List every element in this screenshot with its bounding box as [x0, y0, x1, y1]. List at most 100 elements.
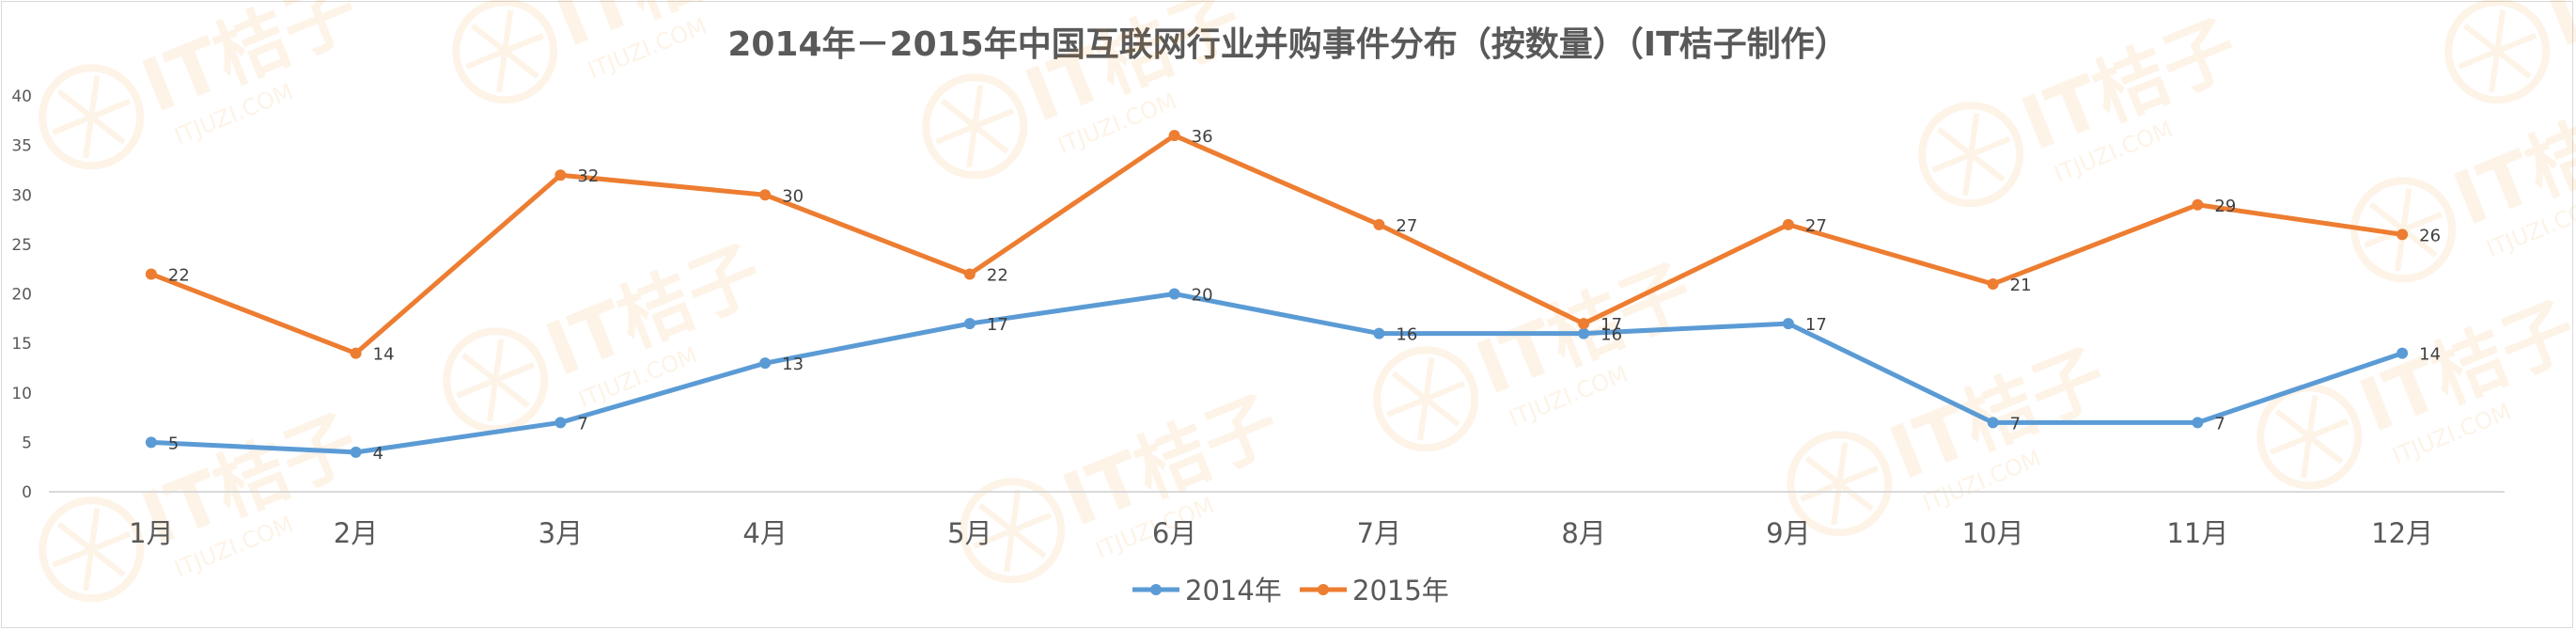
x-tick-label: 1月 [129, 517, 173, 549]
data-label: 30 [782, 186, 804, 206]
orange-slice-logo-icon [39, 497, 145, 603]
data-label: 16 [1396, 325, 1417, 345]
orange-slice-logo-icon [2444, 0, 2551, 104]
y-tick-label: 5 [22, 434, 32, 452]
legend-item: 2014年 [1132, 575, 1282, 607]
series-1: 22 14 32 30 22 36 27 17 27 21 29 26 [145, 127, 2441, 365]
x-tick-label: 8月 [1561, 517, 1605, 549]
data-point [1578, 327, 1590, 339]
data-label: 17 [987, 315, 1008, 335]
y-tick-label: 15 [11, 335, 32, 354]
data-point [1168, 288, 1180, 300]
chart-title: 2014年－2015年中国互联网行业并购事件分布（按数量）（IT桔子制作） [727, 25, 1849, 64]
data-label: 4 [373, 444, 383, 464]
data-label: 26 [2419, 226, 2441, 245]
data-label: 17 [1805, 315, 1827, 335]
legend-item: 2015年 [1300, 575, 1449, 607]
data-label: 21 [2010, 276, 2032, 295]
orange-slice-logo-icon [443, 327, 549, 434]
orange-slice-logo-icon [922, 73, 1028, 180]
x-tick-label: 11月 [2166, 517, 2228, 549]
data-point [1373, 327, 1385, 339]
data-label: 5 [168, 434, 179, 453]
orange-slice-logo-icon [39, 64, 145, 170]
x-tick-label: 7月 [1357, 517, 1401, 549]
data-point [1168, 130, 1180, 142]
data-label: 16 [1600, 325, 1622, 345]
x-tick-label: 3月 [539, 517, 583, 549]
y-tick-label: 35 [11, 137, 32, 156]
data-point [1782, 318, 1794, 330]
series-line [148, 292, 2405, 455]
data-label: 7 [2214, 414, 2225, 434]
legend-label: 2014年 [1185, 575, 1282, 607]
x-tick-label: 2月 [334, 517, 378, 549]
data-label: 29 [2214, 197, 2236, 216]
x-tick-label: 12月 [2371, 517, 2433, 549]
legend-swatch-marker [1150, 584, 1162, 595]
orange-slice-logo-icon [2256, 384, 2363, 490]
data-label: 36 [1192, 127, 1213, 147]
data-point [963, 318, 976, 330]
data-label: 13 [782, 355, 804, 374]
data-point [2192, 417, 2204, 429]
data-label: 32 [577, 166, 599, 186]
data-point [2396, 347, 2409, 359]
series-line [148, 133, 2405, 356]
legend-swatch-marker [1318, 584, 1329, 595]
data-label: 14 [373, 345, 395, 365]
x-tick-label: 4月 [742, 517, 787, 549]
data-point [145, 268, 157, 280]
data-point [2396, 229, 2409, 241]
orange-slice-logo-icon [1918, 102, 2024, 208]
data-point [1987, 277, 1999, 290]
y-tick-label: 10 [11, 385, 32, 403]
data-label: 27 [1805, 216, 1827, 236]
data-point [350, 446, 362, 458]
data-point [554, 169, 567, 181]
data-label: 20 [1192, 286, 1213, 306]
y-tick-label: 20 [11, 286, 32, 305]
y-tick-label: 30 [11, 186, 32, 205]
axes: 0 5 10 15 20 25 30 35 40 1月 2月 3月 4月 5月 6月 7月 8月 9月 10月 11月… [11, 87, 2505, 549]
orange-slice-logo-icon [1787, 431, 1893, 537]
y-tick-label: 25 [11, 236, 32, 255]
data-point [963, 268, 976, 280]
x-tick-label: 6月 [1152, 517, 1196, 549]
data-point [145, 436, 157, 449]
x-tick-label: 10月 [1962, 517, 2024, 549]
x-tick-label: 5月 [947, 517, 991, 549]
orange-slice-logo-icon [960, 478, 1066, 584]
orange-slice-logo-icon [1373, 346, 1479, 452]
legend-label: 2015年 [1352, 575, 1449, 607]
y-tick-label: 40 [11, 87, 32, 106]
data-point [350, 347, 362, 359]
data-point [1987, 417, 1999, 429]
data-label: 22 [168, 265, 190, 285]
y-tick-label: 0 [22, 483, 32, 502]
data-point [1782, 218, 1794, 230]
data-point [759, 357, 772, 370]
data-point [1578, 318, 1590, 330]
data-point [554, 417, 567, 429]
data-label: 22 [987, 265, 1008, 285]
data-label: 7 [2010, 414, 2021, 434]
x-tick-label: 9月 [1766, 517, 1810, 549]
orange-slice-logo-icon [452, 0, 558, 104]
data-label: 14 [2419, 345, 2441, 365]
legend: 2014年 2015年 [1132, 575, 1449, 607]
